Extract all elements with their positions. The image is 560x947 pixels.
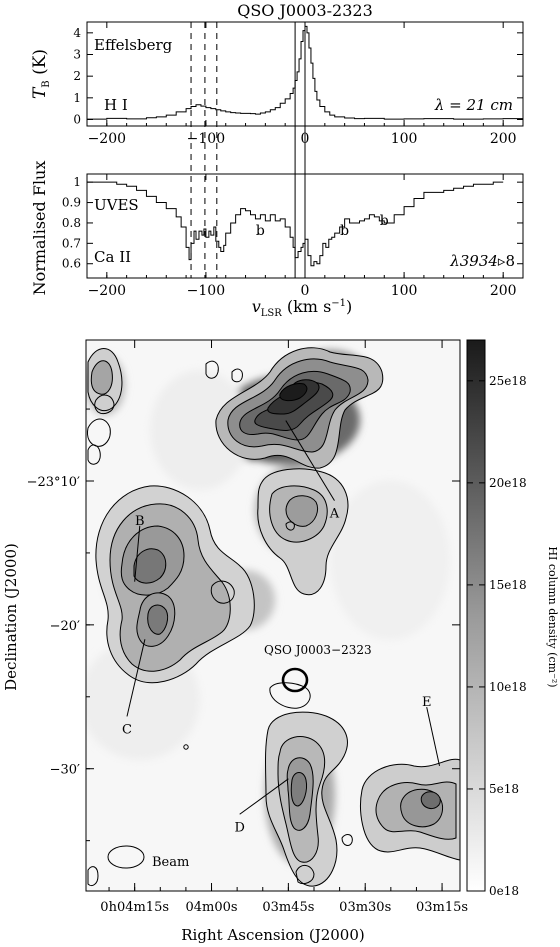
hi-ytick-label: 0: [73, 113, 81, 127]
caii-line-label: λ3934▹8: [449, 252, 515, 270]
caii-line-suffix: ▹8: [498, 252, 515, 270]
ra-tick-label: 03m30s: [339, 900, 391, 915]
colorbar-tick-label: 20e18: [489, 476, 527, 490]
density-contour: [341, 834, 353, 846]
caii-species-label: Ca II: [94, 248, 131, 266]
colorbar-tick-label: 5e18: [489, 782, 519, 796]
dec-tick-label: −30′: [50, 763, 80, 778]
density-contour: [87, 444, 101, 465]
caii-line-name: λ3934: [449, 252, 498, 270]
map-frame: [85, 339, 461, 892]
small-contour-dot: [183, 744, 189, 750]
dec-axis-label: Declination (J2000): [2, 543, 20, 691]
beam-ellipse: [107, 845, 145, 869]
caii-spectrum-panel: −200 −100 0 100 200 0.6 0.7 0.8 0.9 1 UVES Ca II…: [30, 161, 524, 319]
hi-spectrum-line: [87, 25, 523, 120]
hi-ytick-label: 3: [73, 48, 81, 62]
caii-xtick-label: 0: [301, 283, 310, 299]
cloud-label: C: [122, 722, 132, 737]
density-contour: [285, 495, 319, 527]
caii-spectrum-line: [87, 181, 504, 267]
hi-ytick-label: 2: [73, 69, 81, 83]
cloud-label: B: [135, 514, 145, 529]
ra-axis-label: Right Ascension (J2000): [181, 926, 364, 944]
cloud-label: E: [422, 695, 432, 710]
density-contour: [290, 772, 307, 807]
cloud-leader-line: [239, 778, 289, 815]
colorbar-tick-label: 15e18: [489, 578, 527, 592]
column-density-shading: [330, 480, 450, 640]
colorbar-gradient: [466, 339, 486, 892]
hi-ytick-label: 1: [73, 91, 81, 105]
cloud-leader-line: [285, 420, 335, 501]
qso-label: QSO J0003−2323: [264, 643, 372, 657]
caii-y-axis-label: Normalised Flux: [30, 161, 49, 296]
caii-xtick-label: 200: [490, 283, 517, 299]
density-contour: [147, 604, 169, 635]
qso-marker: [281, 667, 309, 693]
caii-xtick-label: −100: [187, 283, 225, 299]
cloud-leader-line: [426, 706, 440, 766]
caii-ytick-label: 0.6: [62, 257, 81, 271]
column-density-map: 0h04m15s 04m00s 03m45s 03m30s 03m15s −23°10′…: [2, 339, 468, 944]
velocity-axis-label: vLSR (km s−1): [252, 297, 353, 319]
density-contour: [279, 383, 308, 402]
density-contour: [269, 682, 311, 709]
caii-ytick-label: 0.7: [62, 236, 81, 250]
dec-tick-label: −23°10′: [27, 475, 80, 490]
colorbar-tick-label: 25e18: [489, 374, 527, 388]
ra-tick-label: 04m00s: [185, 900, 237, 915]
colorbar-tick-label: 0e18: [489, 884, 519, 898]
density-contour: [295, 865, 315, 885]
cloud-label: A: [329, 507, 340, 522]
cloud-leader-line: [134, 525, 141, 582]
density-contour: [87, 866, 99, 887]
absorption-label-b: b: [340, 223, 349, 239]
hi-xtick-label: −200: [88, 131, 126, 147]
caii-ytick-label: 0.9: [62, 196, 81, 210]
telescope-label: Effelsberg: [94, 36, 173, 54]
ra-tick-label: 0h04m15s: [100, 900, 169, 915]
cloud-label: D: [234, 820, 244, 835]
beam-label: Beam: [152, 855, 189, 870]
hi-xtick-label: 200: [490, 131, 517, 147]
hi-ytick-label: 4: [73, 26, 81, 40]
density-contour: [133, 548, 167, 584]
cloud-leader-line: [126, 639, 146, 717]
density-contour: [205, 360, 219, 379]
instrument-label: UVES: [94, 196, 139, 214]
colorbar: 25e18 20e18 15e18 10e18 5e18 0e18 HI column d…: [466, 339, 559, 898]
caii-ytick-label: 1: [73, 175, 81, 189]
absorption-label-b: b: [380, 213, 389, 229]
colorbar-label: HI column density (cm⁻²): [546, 546, 559, 687]
colorbar-tick-label: 10e18: [489, 680, 527, 694]
figure-title: QSO J0003-2323: [237, 1, 373, 20]
hi-species-label: H I: [104, 96, 128, 114]
absorption-label-b: b: [256, 223, 265, 239]
ra-tick-label: 03m15s: [416, 900, 468, 915]
density-contour: [420, 791, 441, 809]
caii-xtick-label: −200: [88, 283, 126, 299]
hi-xtick-label: −100: [187, 131, 225, 147]
hi-xtick-label: 100: [391, 131, 418, 147]
hi-y-axis-label: TB (K): [30, 49, 52, 99]
density-contour: [210, 580, 235, 604]
velocity-marker-lines: [190, 22, 306, 278]
density-contour: [90, 360, 113, 395]
caii-ytick-label: 0.8: [62, 216, 81, 230]
density-contour: [87, 418, 111, 447]
dec-tick-label: −20′: [50, 619, 80, 634]
density-contour: [285, 521, 295, 531]
caii-xtick-label: 100: [391, 283, 418, 299]
density-contour: [94, 394, 115, 415]
ra-tick-label: 03m45s: [262, 900, 314, 915]
wavelength-label: λ = 21 cm: [434, 96, 513, 114]
density-contour: [231, 368, 243, 383]
column-density-shading: [150, 370, 250, 490]
